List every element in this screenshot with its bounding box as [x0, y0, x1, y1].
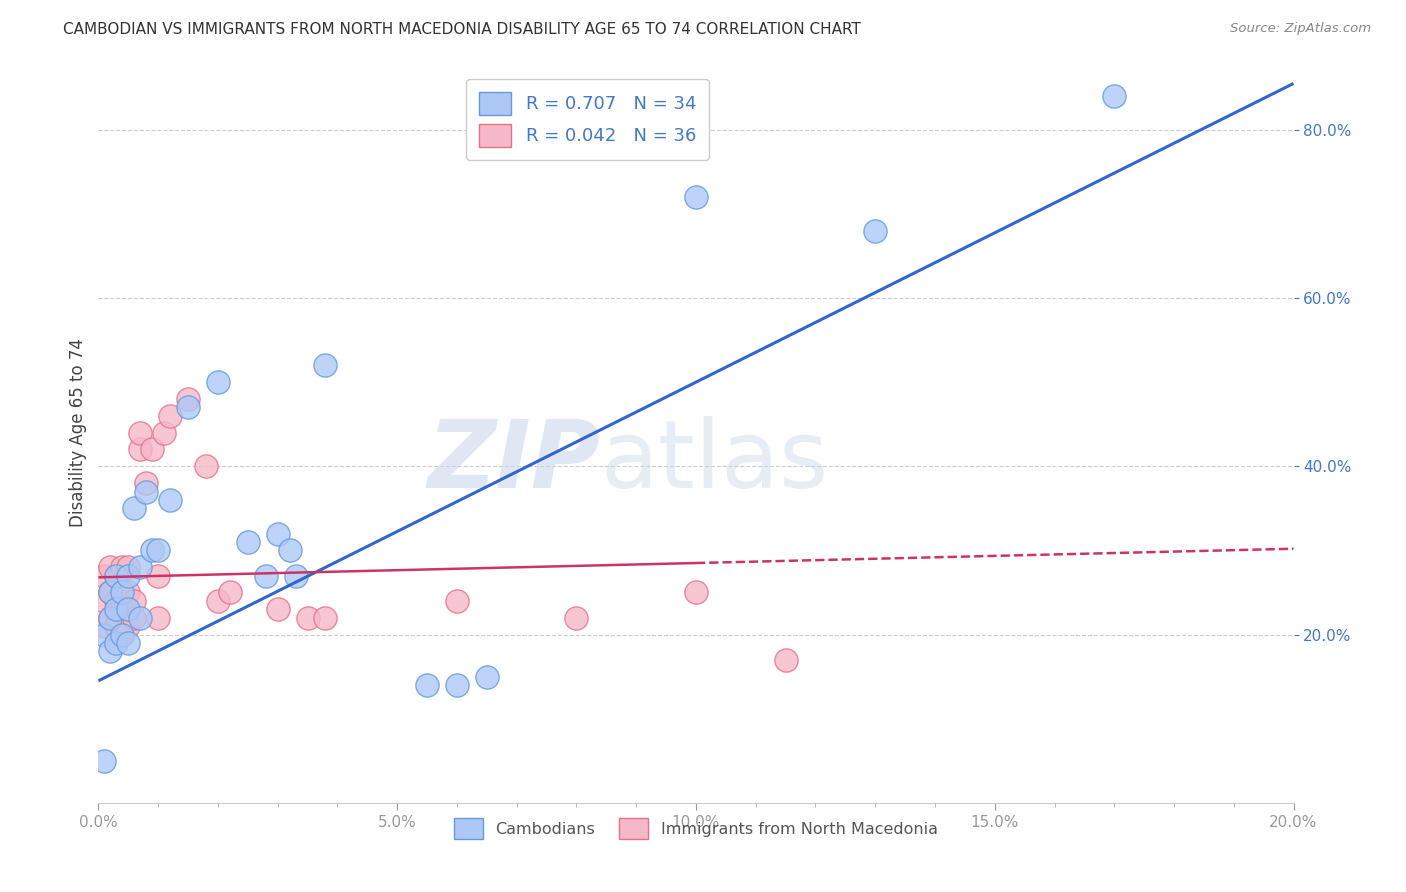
Point	[565, 610, 588, 624]
Point	[135, 476, 157, 491]
Point	[111, 627, 134, 641]
Point	[129, 610, 152, 624]
Text: ZIP: ZIP	[427, 417, 600, 508]
Point	[98, 610, 122, 624]
Point	[267, 602, 290, 616]
Point	[148, 543, 170, 558]
Point	[141, 543, 163, 558]
Point	[159, 409, 181, 423]
Point	[117, 560, 139, 574]
Point	[124, 594, 146, 608]
Point	[315, 359, 337, 373]
Point	[117, 585, 139, 599]
Point	[98, 610, 122, 624]
Point	[117, 602, 139, 616]
Point	[254, 568, 277, 582]
Point	[98, 644, 122, 658]
Point	[278, 543, 301, 558]
Point	[117, 568, 139, 582]
Point	[297, 610, 319, 624]
Point	[775, 653, 797, 667]
Point	[135, 484, 157, 499]
Point	[98, 585, 122, 599]
Point	[153, 425, 176, 440]
Point	[207, 594, 229, 608]
Point	[93, 754, 115, 768]
Point	[111, 594, 134, 608]
Point	[124, 610, 146, 624]
Text: atlas: atlas	[600, 417, 828, 508]
Y-axis label: Disability Age 65 to 74: Disability Age 65 to 74	[69, 338, 87, 527]
Point	[446, 594, 468, 608]
Point	[111, 627, 134, 641]
Point	[117, 636, 139, 650]
Point	[129, 560, 152, 574]
Point	[105, 619, 128, 633]
Point	[93, 627, 115, 641]
Point	[475, 670, 498, 684]
Point	[195, 459, 218, 474]
Point	[148, 610, 170, 624]
Point	[129, 425, 152, 440]
Point	[129, 442, 152, 457]
Point	[105, 568, 128, 582]
Point	[159, 492, 181, 507]
Point	[93, 619, 115, 633]
Point	[284, 568, 307, 582]
Point	[207, 375, 229, 389]
Point	[416, 678, 439, 692]
Point	[236, 535, 259, 549]
Point	[219, 585, 242, 599]
Point	[685, 585, 707, 599]
Point	[148, 568, 170, 582]
Point	[111, 585, 134, 599]
Point	[865, 224, 887, 238]
Text: CAMBODIAN VS IMMIGRANTS FROM NORTH MACEDONIA DISABILITY AGE 65 TO 74 CORRELATION: CAMBODIAN VS IMMIGRANTS FROM NORTH MACED…	[63, 22, 860, 37]
Point	[446, 678, 468, 692]
Legend: Cambodians, Immigrants from North Macedonia: Cambodians, Immigrants from North Macedo…	[446, 810, 946, 847]
Point	[93, 594, 115, 608]
Text: Source: ZipAtlas.com: Source: ZipAtlas.com	[1230, 22, 1371, 36]
Point	[105, 636, 128, 650]
Point	[105, 602, 128, 616]
Point	[177, 392, 200, 406]
Point	[98, 585, 122, 599]
Point	[105, 568, 128, 582]
Point	[117, 619, 139, 633]
Point	[177, 401, 200, 415]
Point	[1104, 89, 1126, 103]
Point	[93, 568, 115, 582]
Point	[105, 594, 128, 608]
Point	[315, 610, 337, 624]
Point	[141, 442, 163, 457]
Point	[98, 560, 122, 574]
Point	[111, 560, 134, 574]
Point	[267, 526, 290, 541]
Point	[685, 190, 707, 204]
Point	[124, 501, 146, 516]
